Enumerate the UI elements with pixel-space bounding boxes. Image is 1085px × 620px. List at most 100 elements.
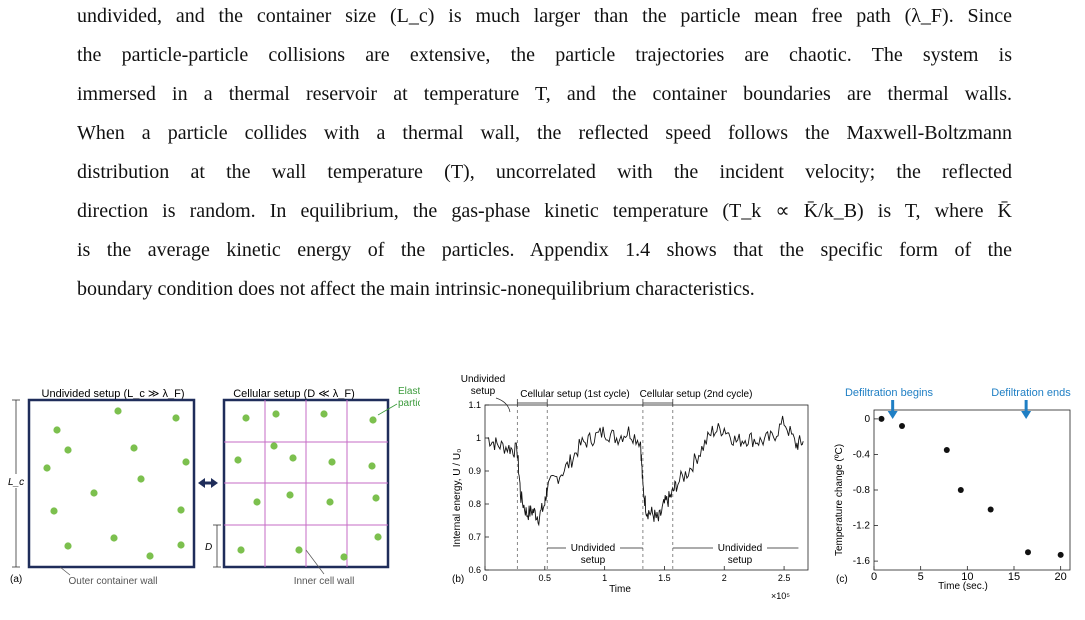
x-tick-label: 2.5 — [778, 573, 791, 583]
undivided-particles — [43, 407, 190, 560]
x-tick-label: 1.5 — [658, 573, 671, 583]
outer-wall-pointer — [59, 566, 71, 576]
particle — [340, 553, 348, 561]
temp-chart-axes: 0-0.4-0.8-1.2-1.60 5 10 15 20 — [853, 400, 1071, 583]
particle — [64, 542, 72, 550]
data-point — [899, 423, 905, 429]
data-point — [943, 447, 950, 453]
particle — [172, 414, 180, 422]
temp-ylabel: Temperature change (ºC) — [834, 444, 845, 556]
y-tick-label: -0.4 — [853, 449, 871, 460]
y-tick-label: -0.8 — [853, 485, 871, 496]
d-label: D — [205, 542, 212, 553]
undivided-top-label-2: setup — [471, 386, 496, 397]
particle — [182, 458, 190, 466]
data-point — [1025, 549, 1031, 556]
defiltration-ends-label: Defiltration ends — [991, 387, 1071, 399]
x-tick-label: 1 — [602, 573, 607, 583]
outer-wall-label: Outer container wall — [69, 576, 158, 587]
undivided-pointer — [495, 397, 511, 413]
annotation-arrowhead — [1021, 411, 1032, 419]
figure-panel-b: 0.6 0.7 0.8 0.9 1 1.1 0 0.5 1 1.5 2 2.5 Undivided s… — [452, 374, 809, 600]
figure-panel-c: Temperature change (ºC) Time (sec.) (c) … — [834, 387, 1071, 592]
paragraph-line: direction is random. In equilibrium, the… — [77, 200, 1012, 222]
energy-chart-series — [487, 415, 804, 527]
particle — [328, 458, 336, 466]
cellular-cycle-1-label: Cellular setup (1st cycle) — [520, 389, 629, 400]
double-arrow-icon — [198, 478, 218, 488]
particle — [43, 464, 51, 472]
particle — [326, 498, 334, 506]
x-tick-label: 0 — [482, 573, 487, 583]
particle — [130, 444, 138, 452]
x-tick-label: 0.5 — [539, 573, 552, 583]
undivided-top-label-1: Undivided — [461, 374, 505, 385]
paragraph-line: boundary condition does not affect the m… — [77, 278, 755, 300]
particle — [295, 546, 303, 554]
panel-c-label: (c) — [836, 574, 848, 585]
undivided-mid-label-2: setup — [581, 555, 606, 566]
particle — [270, 442, 278, 450]
label-bg — [713, 542, 767, 552]
inner-cell-grid — [224, 400, 388, 567]
inner-wall-pointer — [305, 549, 325, 575]
particle — [286, 491, 294, 499]
particle — [234, 456, 242, 464]
lc-label: L_c — [8, 477, 24, 488]
panel-b-label: (b) — [452, 574, 464, 585]
temp-chart-points — [878, 415, 1064, 558]
x-tick-label: 10 — [961, 571, 973, 583]
panel-a-label: (a) — [10, 574, 22, 585]
particle — [368, 462, 376, 470]
energy-chart-axes: 0.6 0.7 0.8 0.9 1 1.1 0 0.5 1 1.5 2 2.5 — [468, 400, 809, 583]
particle — [369, 416, 377, 424]
undivided-title: Undivided setup (L_c ≫ λ_F) — [42, 388, 185, 400]
particle — [272, 410, 280, 418]
annotation-arrowhead — [887, 411, 898, 419]
y-tick-label: 1.1 — [468, 400, 481, 410]
x-tick-label: 0 — [871, 571, 877, 583]
x-tick-label: 15 — [1008, 571, 1020, 583]
paragraph-line: the particle-particle collisions are ext… — [77, 44, 1012, 66]
elastic-pointer — [377, 403, 398, 416]
particle — [289, 454, 297, 462]
elastic-label-line2: particle — [398, 398, 420, 409]
paragraph-line: distribution at the wall temperature (T)… — [77, 161, 1012, 183]
energy-x-multiplier: ×10⁵ — [771, 591, 790, 600]
paragraph-line: undivided, and the container size (L_c) … — [77, 5, 1012, 27]
y-tick-label: -1.6 — [853, 556, 871, 567]
particle — [177, 506, 185, 514]
data-point — [1057, 551, 1064, 558]
particle — [242, 414, 250, 422]
x-tick-label: 20 — [1055, 571, 1067, 583]
y-tick-label: 0.7 — [468, 532, 481, 542]
label-bg — [566, 542, 620, 552]
particle — [146, 552, 154, 560]
particle — [137, 475, 145, 483]
y-tick-label: 1 — [476, 433, 481, 443]
elastic-label-line1: Elastic — [398, 386, 420, 397]
data-point — [987, 506, 994, 513]
particle — [110, 534, 118, 542]
energy-chart-annotations — [495, 397, 799, 552]
x-tick-label: 5 — [918, 571, 924, 583]
particle — [253, 498, 261, 506]
paragraph-line: When a particle collides with a thermal … — [77, 122, 1012, 144]
defiltration-begins-label: Defiltration begins — [845, 387, 934, 399]
particle — [237, 546, 245, 554]
energy-ylabel: Internal energy, U / U₀ — [452, 449, 463, 547]
particle — [320, 410, 328, 418]
particle — [372, 494, 380, 502]
energy-series-line — [487, 415, 804, 527]
lc-label-bg — [4, 474, 20, 488]
y-tick-label: 0.9 — [468, 466, 481, 476]
particle — [177, 541, 185, 549]
particle — [64, 446, 72, 454]
data-point — [957, 487, 964, 493]
temp-xlabel: Time (sec.) — [938, 581, 988, 592]
figure-panel-a: Undivided setup (L_c ≫ λ_F) Cellular set… — [4, 386, 420, 587]
energy-plot-frame — [484, 404, 809, 571]
particle — [53, 426, 61, 434]
undivided-mid-label-1: Undivided — [571, 543, 615, 554]
particle — [374, 533, 382, 541]
